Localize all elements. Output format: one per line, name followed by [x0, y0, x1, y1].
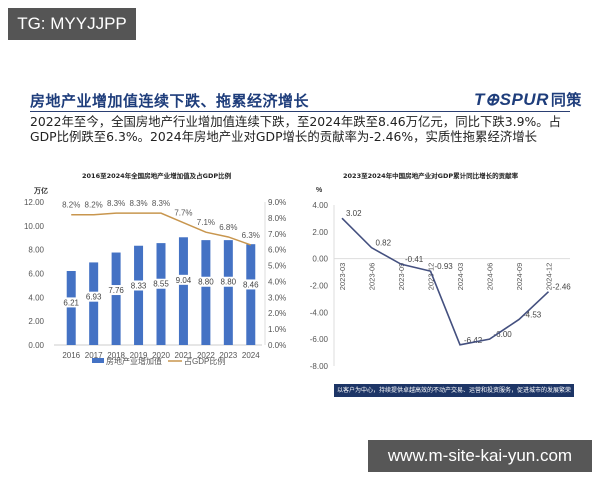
- ratio-label: 8.2%: [85, 201, 103, 210]
- y-tick: 2.00: [312, 228, 328, 237]
- point-label: -6.00: [494, 330, 513, 339]
- ratio-line: [71, 212, 252, 246]
- tospur-logo: T⊕SPUR 同策: [474, 89, 582, 110]
- bar-label: 7.76: [108, 286, 124, 295]
- y-tick: 10.00: [24, 222, 45, 231]
- x-tick: 2019: [130, 351, 148, 360]
- x-tick: 2023-09: [397, 263, 406, 291]
- y2-tick: 5.0%: [268, 262, 286, 271]
- y2-tick: 9.0%: [268, 198, 286, 207]
- x-tick: 2024-12: [545, 263, 554, 291]
- point-label: -4.53: [523, 310, 542, 319]
- bar-label: 8.33: [131, 281, 147, 290]
- x-tick: 2024-09: [515, 263, 524, 291]
- summary-text: 2022年至今，全国房地产行业增加值连续下跌，至2024年跌至8.46万亿元，同…: [30, 114, 570, 144]
- y2-tick: 8.0%: [268, 214, 286, 223]
- logo-text: T⊕SPUR: [474, 90, 549, 109]
- bar: [111, 252, 121, 345]
- y2-tick: 3.0%: [268, 293, 286, 302]
- ratio-label: 8.3%: [152, 199, 170, 208]
- point-label: -2.46: [553, 283, 572, 292]
- ratio-label: 8.2%: [62, 201, 80, 210]
- bar-label: 8.55: [153, 280, 169, 289]
- logo-cn: 同策: [550, 91, 582, 109]
- x-tick: 2024-03: [456, 263, 465, 291]
- ratio-label: 7.7%: [174, 209, 192, 218]
- legend-bars: 房地产业增加值: [106, 356, 162, 366]
- x-tick: 2023-03: [338, 263, 347, 291]
- bar-label: 8.80: [221, 278, 237, 287]
- x-tick: 2021: [175, 351, 193, 360]
- point-label: -0.93: [435, 262, 454, 271]
- chart1-title: 2016至2024年全国房地产业增加值及占GDP比例: [82, 172, 232, 180]
- bar: [156, 243, 166, 345]
- summary-line-1: 2022年至今，全国房地产行业增加值连续下跌，至2024年跌至8.46万亿元，同…: [30, 114, 562, 129]
- x-tick: 2018: [107, 351, 125, 360]
- bar: [201, 240, 211, 345]
- y2-tick: 1.0%: [268, 325, 286, 334]
- contribution-line: [341, 217, 550, 346]
- y2-tick: 7.0%: [268, 230, 286, 239]
- y-tick: 4.00: [28, 293, 44, 302]
- y-tick: 12.00: [24, 198, 45, 207]
- y-tick: 0.00: [312, 255, 328, 264]
- y2-tick: 0.0%: [268, 341, 286, 350]
- point-label: -6.42: [464, 336, 483, 345]
- y-tick: 6.00: [28, 270, 44, 279]
- chart2-title: 2023至2024年中国房地产业对GDP累计同比增长的贡献率: [343, 172, 519, 180]
- bar-label: 8.80: [198, 278, 214, 287]
- x-tick: 2016: [62, 351, 80, 360]
- bar: [134, 245, 144, 345]
- bar-label: 6.93: [86, 293, 102, 302]
- watermark-tag: TG: MYYJJPP: [8, 8, 136, 40]
- ratio-label: 8.3%: [129, 199, 147, 208]
- y2-tick: 2.0%: [268, 309, 286, 318]
- site-url-tag: www.m-site-kai-yun.com: [368, 440, 592, 472]
- y2-tick: 6.0%: [268, 246, 286, 255]
- y-tick: 2.00: [28, 317, 44, 326]
- bar-line-chart: 万亿 0.00 2.00 4.00 6.00 8.00 10.00 12.00 0.0% 1.0%…: [24, 186, 286, 366]
- x-tick: 2024: [242, 351, 260, 360]
- y-axis-unit: %: [316, 187, 323, 194]
- x-tick: 2023: [219, 351, 237, 360]
- bar-label: 6.21: [63, 298, 79, 307]
- x-tick: 2022: [197, 351, 215, 360]
- bar-label: 8.46: [243, 280, 259, 289]
- y-tick: -4.00: [310, 308, 329, 317]
- ratio-label: 6.8%: [219, 223, 237, 232]
- ratio-label: 7.1%: [197, 218, 215, 227]
- y-tick: -6.00: [310, 335, 329, 344]
- point-label: 0.82: [376, 239, 392, 248]
- ratio-label: 6.3%: [242, 231, 260, 240]
- y-tick: 8.00: [28, 246, 44, 255]
- y2-tick: 4.0%: [268, 277, 286, 286]
- point-label: 3.02: [346, 209, 362, 218]
- y-tick: 0.00: [28, 341, 44, 350]
- summary-line-2: GDP比例跌至6.3%。2024年房地产业对GDP增长的贡献率为-2.46%，实…: [30, 129, 538, 144]
- bar-label: 9.04: [176, 276, 192, 285]
- title-divider: [30, 111, 570, 112]
- slide-title: 房地产业增加值连续下跌、拖累经济增长: [30, 92, 310, 110]
- bar: [66, 270, 76, 345]
- y-tick: 4.00: [312, 201, 328, 210]
- bar: [89, 262, 99, 345]
- point-label: -0.41: [405, 255, 424, 264]
- y-axis-unit: 万亿: [33, 186, 48, 195]
- legend-line: 占GDP比例: [184, 356, 225, 366]
- x-tick: 2023-06: [368, 263, 377, 291]
- y-tick: -2.00: [310, 282, 329, 291]
- bar: [223, 240, 233, 345]
- y-tick: -8.00: [310, 362, 329, 371]
- contribution-line-chart: % 4.00 2.00 0.00 -2.00 -4.00 -6.00 -8.00 2023-03…: [310, 187, 572, 371]
- x-tick: 2017: [85, 351, 103, 360]
- x-tick: 2023-12: [427, 263, 436, 291]
- slogan-bar: 以客户为中心，持续提供卓越高效的不动产交易、运营和投资服务，促进城市的发展繁荣: [334, 384, 574, 397]
- x-tick: 2024-06: [486, 263, 495, 291]
- x-tick: 2020: [152, 351, 170, 360]
- ratio-label: 8.3%: [107, 199, 125, 208]
- bar: [178, 237, 188, 345]
- bar: [246, 244, 256, 345]
